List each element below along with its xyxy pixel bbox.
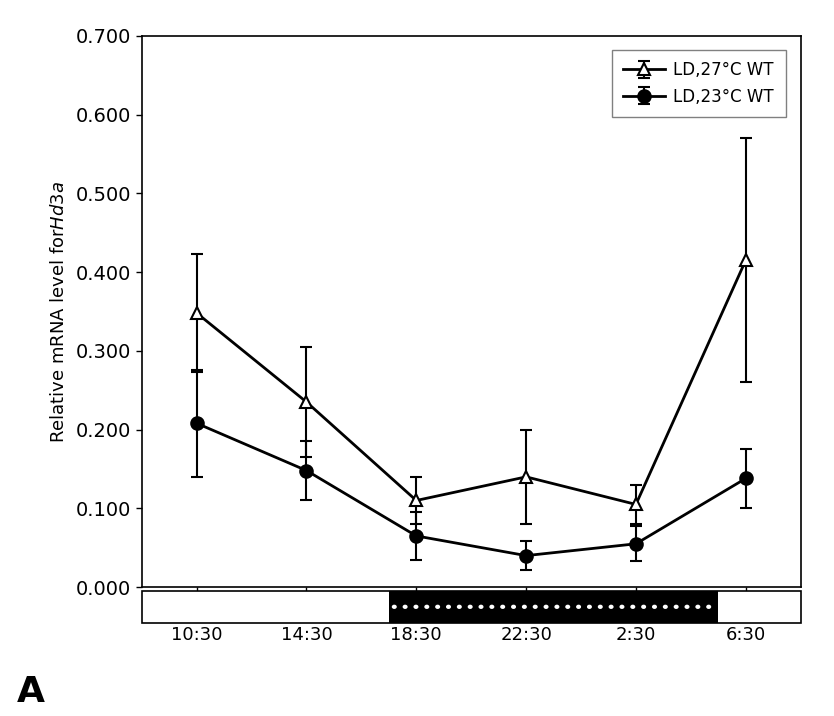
Text: 2:30: 2:30 xyxy=(615,626,656,644)
Y-axis label: Relative mRNA level for$\it{Hd3a}$: Relative mRNA level for$\it{Hd3a}$ xyxy=(49,180,68,442)
Text: 18:30: 18:30 xyxy=(390,626,442,644)
Text: 10:30: 10:30 xyxy=(171,626,223,644)
Text: 14:30: 14:30 xyxy=(280,626,333,644)
Text: A: A xyxy=(17,675,45,709)
Text: 22:30: 22:30 xyxy=(500,626,552,644)
Text: 6:30: 6:30 xyxy=(726,626,766,644)
Legend: LD,27°C WT, LD,23°C WT: LD,27°C WT, LD,23°C WT xyxy=(612,49,786,117)
